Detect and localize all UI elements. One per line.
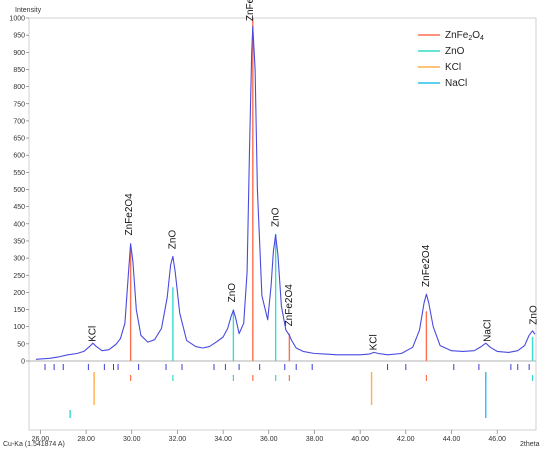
peak-label: KCl bbox=[88, 326, 99, 342]
peak-label: ZnO bbox=[168, 230, 179, 250]
x-tick-label: 40.00 bbox=[351, 436, 369, 443]
peak-label: ZnFe2O4 bbox=[245, 0, 256, 21]
x-tick-label: 44.00 bbox=[443, 436, 461, 443]
x-tick-label: 26.00 bbox=[32, 436, 50, 443]
y-tick-label: 350 bbox=[13, 238, 25, 245]
y-tick-label: 250 bbox=[13, 273, 25, 280]
phase-markers bbox=[44, 364, 534, 418]
peak-label: NaCl bbox=[483, 320, 494, 342]
y-tick-label: 950 bbox=[13, 33, 25, 40]
x-tick-label: 42.00 bbox=[397, 436, 415, 443]
y-tick-label: 1000 bbox=[9, 16, 25, 23]
peak-label: ZnFe2O4 bbox=[124, 193, 135, 236]
axis-labels: Intensity 2theta Cu-Ka (1.541874 A) bbox=[3, 7, 540, 448]
legend-label: NaCl bbox=[445, 78, 467, 89]
x-tick-label: 38.00 bbox=[306, 436, 324, 443]
y-tick-label: 400 bbox=[13, 221, 25, 228]
peak-label: ZnO bbox=[227, 283, 238, 303]
x-axis-label: 2theta bbox=[520, 441, 540, 448]
y-tick-label: 100 bbox=[13, 324, 25, 331]
peak-label: ZnFe2O4 bbox=[421, 244, 432, 287]
y-axis-label: Intensity bbox=[15, 7, 42, 14]
legend: ZnFe2O4 ZnO KCl NaCl bbox=[418, 30, 484, 89]
axis-ticks: 0 50 100 150 200 250 300 350 400 450 500 550 600 650 7… bbox=[9, 16, 506, 444]
peak-labels: KClZnFe2O4ZnOZnOZnFe2O4ZnOZnFe2O4KClZnFe… bbox=[88, 0, 540, 350]
y-tick-label: 50 bbox=[17, 341, 25, 348]
x-tick-label: 34.00 bbox=[214, 436, 232, 443]
peak-label: ZnO bbox=[528, 305, 539, 325]
legend-label: ZnFe2O4 bbox=[445, 30, 484, 42]
y-tick-label: 300 bbox=[13, 256, 25, 263]
observed-line bbox=[35, 26, 536, 360]
y-tick-label: 550 bbox=[13, 170, 25, 177]
x-tick-label: 30.00 bbox=[123, 436, 141, 443]
y-tick-label: 0 bbox=[21, 359, 25, 366]
peak-label: ZnO bbox=[270, 207, 281, 227]
y-tick-label: 750 bbox=[13, 101, 25, 108]
observed-series bbox=[35, 26, 536, 360]
y-tick-label: 450 bbox=[13, 204, 25, 211]
y-tick-label: 800 bbox=[13, 84, 25, 91]
x-tick-label: 32.00 bbox=[169, 436, 187, 443]
legend-label: ZnO bbox=[445, 46, 465, 57]
legend-label: KCl bbox=[445, 62, 461, 73]
y-tick-label: 500 bbox=[13, 187, 25, 194]
reference-lines bbox=[129, 18, 534, 361]
y-tick-label: 200 bbox=[13, 290, 25, 297]
x-tick-label: 46.00 bbox=[488, 436, 506, 443]
peak-label: KCl bbox=[368, 334, 379, 350]
x-tick-label: 36.00 bbox=[260, 436, 278, 443]
peak-label: ZnFe2O4 bbox=[284, 284, 295, 327]
plot-background bbox=[28, 17, 537, 431]
y-tick-label: 900 bbox=[13, 50, 25, 57]
y-tick-label: 150 bbox=[13, 307, 25, 314]
y-tick-label: 700 bbox=[13, 118, 25, 125]
x-tick-label: 28.00 bbox=[77, 436, 95, 443]
radiation-label: Cu-Ka (1.541874 A) bbox=[3, 441, 65, 448]
y-tick-label: 600 bbox=[13, 153, 25, 160]
y-tick-label: 650 bbox=[13, 136, 25, 143]
y-tick-label: 850 bbox=[13, 67, 25, 74]
